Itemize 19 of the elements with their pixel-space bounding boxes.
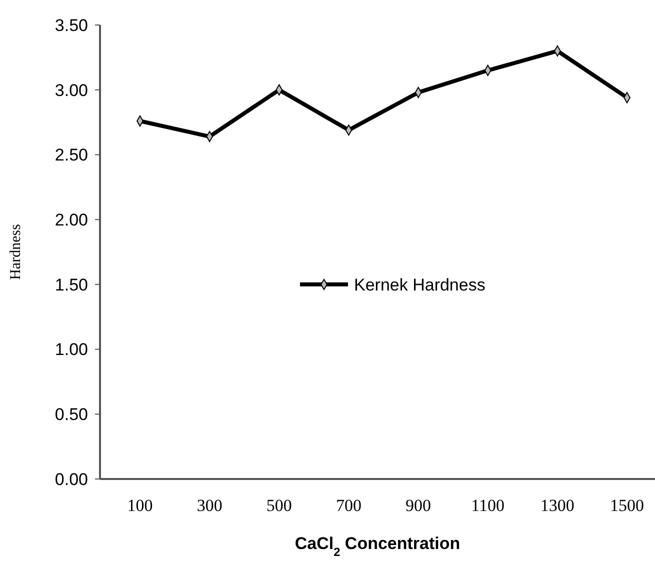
x-tick-label: 500	[266, 496, 292, 515]
x-tick-label: 1500	[610, 496, 644, 515]
y-tick-label: 0.00	[54, 470, 88, 489]
y-tick-label: 2.50	[54, 146, 88, 165]
y-tick-label: 1.00	[54, 340, 88, 360]
x-tick-label: 900	[406, 496, 432, 515]
y-tick-label: 1.50	[54, 275, 88, 294]
y-tick-label: 3.50	[54, 16, 88, 35]
x-tick-label: 300	[196, 496, 222, 515]
x-tick-label: 100	[127, 496, 153, 515]
y-tick-label: 2.00	[54, 210, 88, 230]
y-tick-label: 3.00	[54, 80, 88, 100]
x-axis-title: CaCl$_{2}$ Concentration	[294, 534, 460, 559]
x-tick-label: 700	[336, 496, 362, 515]
y-axis-title: Hardness	[8, 224, 24, 280]
y-tick-label: 0.50	[54, 405, 88, 424]
legend-label: Kernek Hardness	[354, 275, 486, 294]
x-tick-label: 1100	[471, 496, 505, 515]
x-tick-label: 1300	[540, 496, 574, 515]
